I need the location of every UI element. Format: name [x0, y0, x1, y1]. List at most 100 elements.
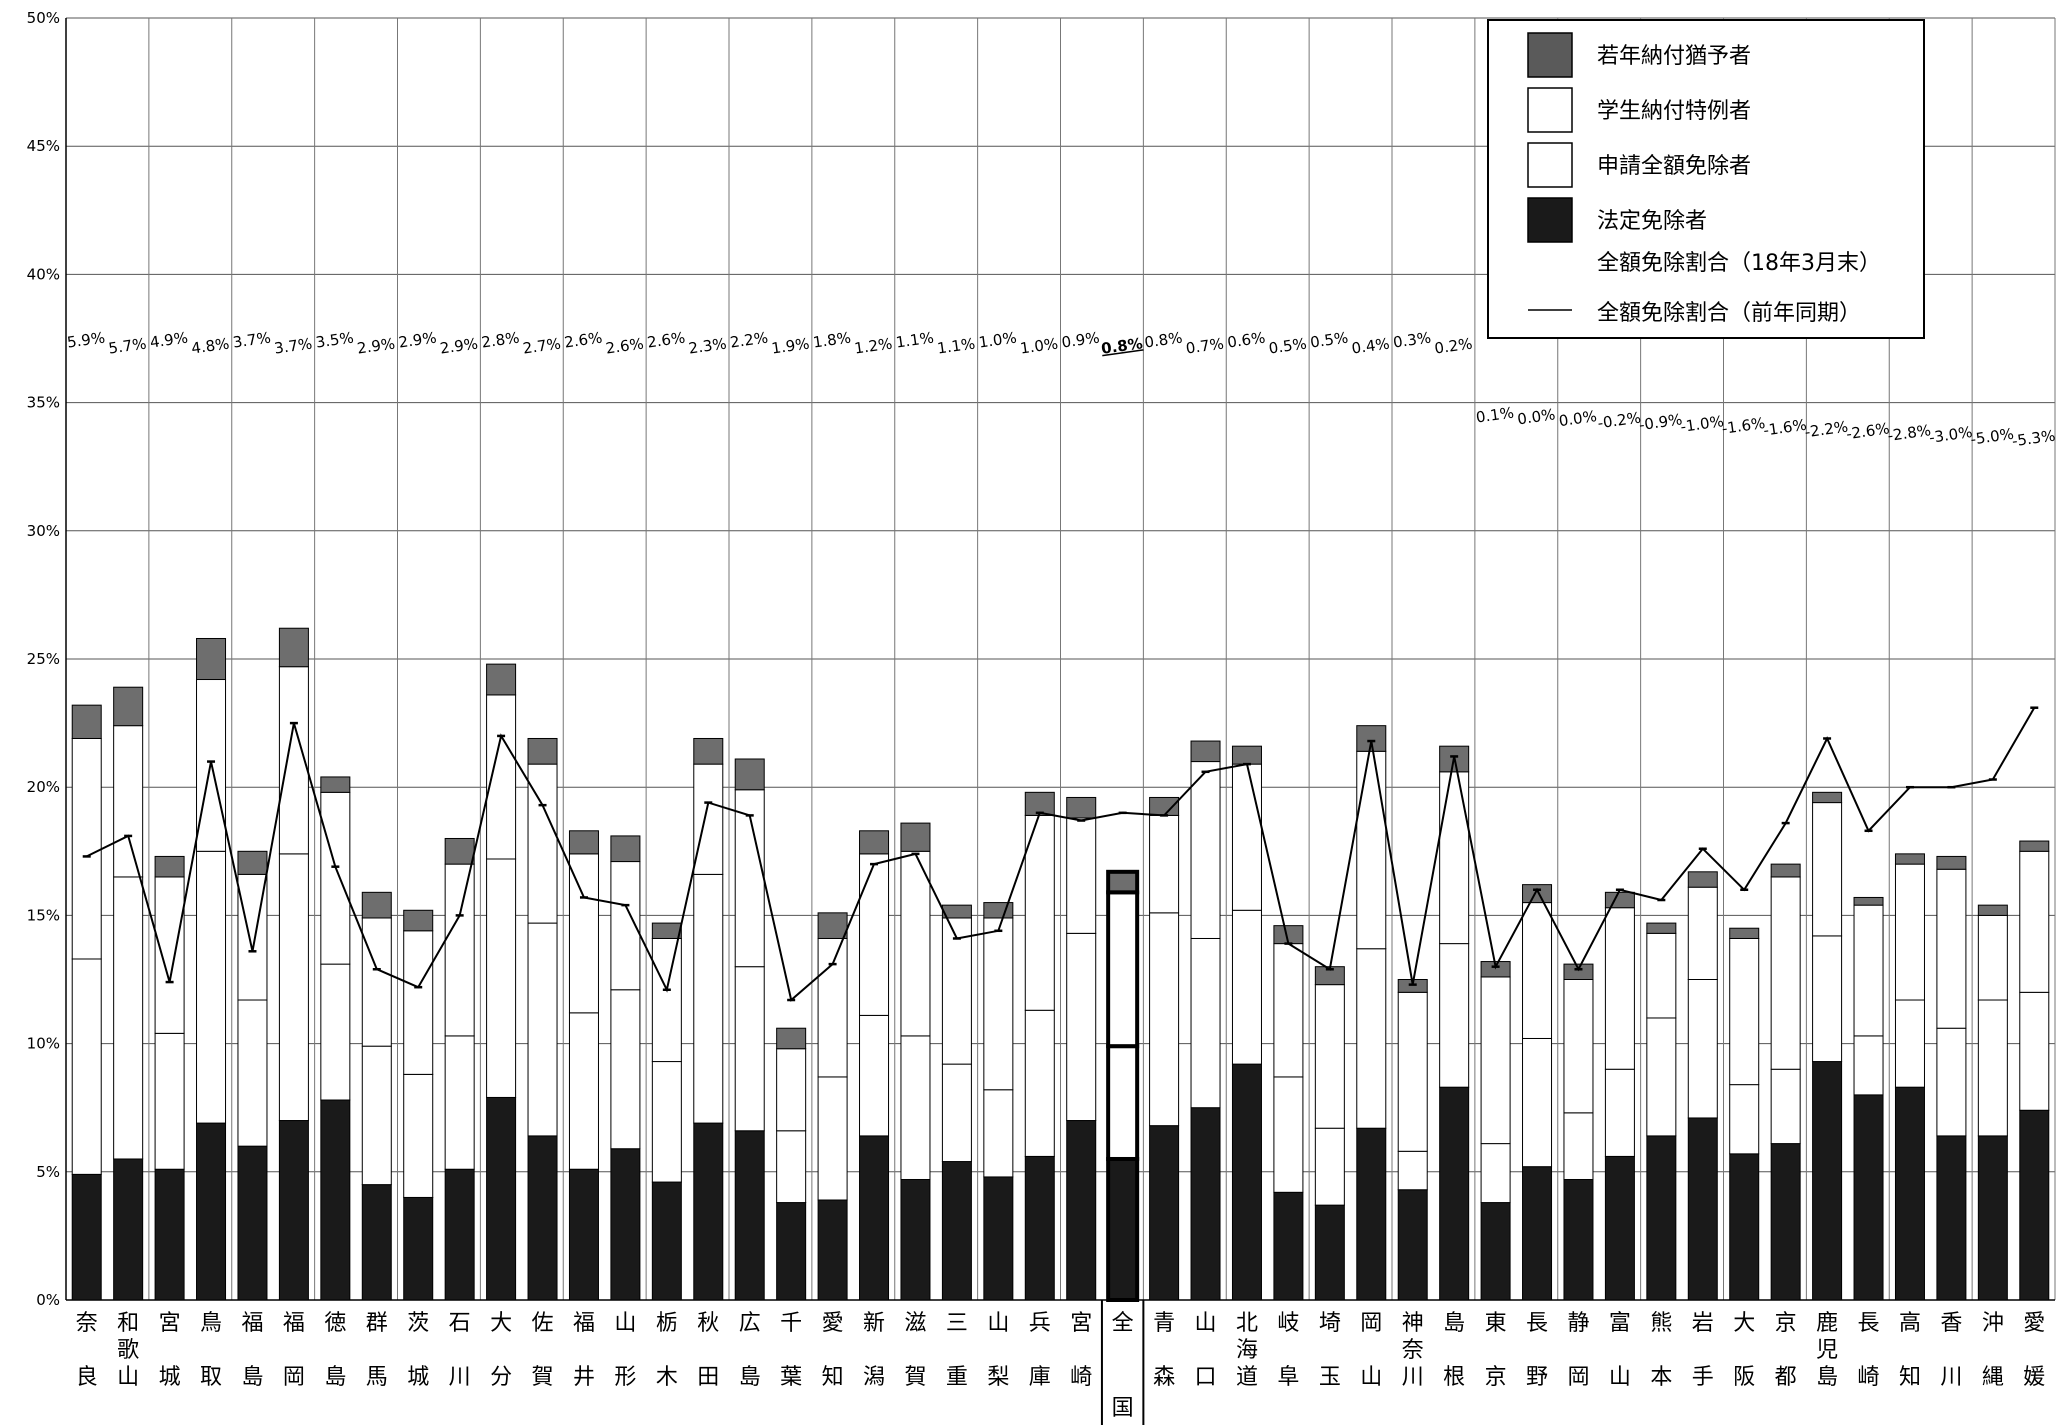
bar-segment: [983, 1089, 1014, 1178]
legend-swatch: [1527, 87, 1573, 133]
bar-segment: [1106, 890, 1140, 1049]
x-tick-label-char: 石: [449, 1311, 471, 1336]
bar-segment: [651, 937, 682, 1063]
bar-segment: [1853, 896, 1884, 906]
bar-segment: [444, 1168, 475, 1301]
x-tick-label: 鳥取: [200, 1311, 222, 1390]
x-tick-label-char: 北: [1236, 1311, 1258, 1336]
bar-segment: [1812, 1061, 1843, 1301]
prefecture-labels: 奈良和歌山宮城鳥取福島福岡徳島群馬茨城石川大分佐賀福井山形栃木秋田広島千葉愛知新…: [76, 1300, 2045, 1425]
x-tick-label: 京都: [1775, 1311, 1797, 1390]
bar-segment: [527, 737, 558, 765]
bar-segment: [1604, 1155, 1635, 1301]
legend-label: 法定免除者: [1597, 209, 1707, 234]
x-tick-label-char: 歌: [117, 1338, 139, 1363]
y-axis-tick-labels: 0% 5% 10% 15% 20% 25% 30% 35% 40% 45% 50%: [27, 9, 60, 1309]
x-tick-label-char: 岩: [1692, 1311, 1714, 1336]
x-tick-label-char: 知: [822, 1365, 844, 1390]
bar-segment: [817, 1199, 848, 1301]
x-tick-label: 広島: [739, 1311, 761, 1390]
x-tick-label-char: 庫: [1029, 1365, 1051, 1390]
legend: 若年納付猶予者学生納付特例者申請全額免除者法定免除者全額免除割合（18年3月末）…: [1487, 19, 1925, 339]
bar-segment: [1190, 740, 1221, 763]
bar-segment: [1894, 1086, 1925, 1301]
x-tick-label-char: 岡: [1567, 1365, 1589, 1390]
bar-segment: [1231, 909, 1262, 1065]
difference-label: 0.0%: [1516, 405, 1556, 428]
bar-segment: [361, 891, 392, 919]
x-tick-label-char: 愛: [822, 1311, 844, 1336]
bar-segment: [1106, 1044, 1140, 1161]
bar-segment: [527, 922, 558, 1137]
bar-segment: [1729, 1153, 1760, 1301]
bar-segment: [1894, 863, 1925, 1001]
bar-segment: [444, 837, 475, 865]
gridlines: [65, 17, 2056, 1301]
x-tick-label-char: 宮: [1070, 1311, 1092, 1336]
x-tick-label-char: 馬: [366, 1365, 388, 1390]
bar-segment: [941, 1063, 972, 1163]
bar-segment: [1397, 1150, 1428, 1191]
bar-segment: [610, 835, 641, 863]
x-tick-label: 神奈川: [1402, 1311, 1424, 1390]
x-tick-label-char: 福: [573, 1311, 595, 1336]
previous-year-line: [82, 706, 2039, 1002]
bar-segment: [196, 1122, 227, 1301]
x-tick-label-char: 長: [1526, 1311, 1548, 1336]
x-tick-label-char: 児: [1816, 1338, 1838, 1363]
bar-segment: [693, 737, 724, 765]
difference-label: -0.2%: [1596, 409, 1642, 433]
bar-segment: [1522, 902, 1553, 1039]
difference-label: 2.6%: [605, 334, 645, 357]
x-tick-label-char: 山: [1609, 1365, 1631, 1390]
difference-label: 4.9%: [149, 328, 189, 351]
difference-label: 1.9%: [770, 334, 810, 357]
difference-label: 0.5%: [1309, 328, 1349, 351]
x-tick-label-char: 山: [1195, 1311, 1217, 1336]
x-tick-label-char: 島: [1443, 1311, 1465, 1336]
x-tick-label-char: 葉: [780, 1365, 802, 1390]
x-tick-label: 石川: [449, 1311, 471, 1390]
bar-segment: [154, 1032, 185, 1170]
bar-segment: [1936, 855, 1967, 870]
bar-segment: [403, 909, 434, 932]
bar-segment: [941, 904, 972, 919]
x-tick-label-char: 森: [1153, 1365, 1175, 1390]
difference-label: 2.9%: [439, 334, 479, 357]
bar-segment: [776, 1048, 807, 1132]
bar-segment: [1273, 1076, 1304, 1193]
difference-label: -5.3%: [2011, 427, 2057, 451]
bar-segment: [568, 830, 599, 855]
x-tick-label-char: 鹿: [1816, 1311, 1838, 1336]
bar-segment: [278, 1120, 309, 1301]
bar-segment: [776, 1202, 807, 1301]
bar-segment: [1273, 1191, 1304, 1301]
x-tick-label-char: 崎: [1858, 1365, 1880, 1390]
bar-segment: [776, 1027, 807, 1050]
x-tick-label: 富山: [1609, 1311, 1631, 1390]
x-tick-label: 長野: [1526, 1311, 1548, 1390]
bar-segment: [154, 876, 185, 1034]
bar-segment: [1936, 1135, 1967, 1301]
bar-segment: [1853, 1035, 1884, 1096]
y-tick-label: 40%: [27, 265, 60, 283]
bar-segment: [154, 1168, 185, 1301]
bar-segment: [1356, 725, 1387, 752]
x-tick-label: 香川: [1940, 1311, 1962, 1390]
x-tick-label-char: 阪: [1733, 1365, 1755, 1390]
legend-swatch: [1527, 142, 1573, 188]
bar-segment: [1480, 976, 1511, 1145]
bar-segment: [1812, 935, 1843, 1063]
bar-segment: [1024, 1009, 1055, 1157]
difference-label: 0.2%: [1433, 334, 1473, 357]
x-tick-label-char: 奈: [76, 1311, 98, 1336]
bar-segment: [1149, 912, 1180, 1127]
x-tick-label-char: 香: [1940, 1311, 1962, 1336]
bar-segment: [1149, 796, 1180, 816]
x-tick-label: 岐阜: [1277, 1311, 1299, 1390]
difference-label: -0.9%: [1638, 410, 1684, 434]
x-tick-label-char: 山: [987, 1311, 1009, 1336]
y-tick-label: 35%: [27, 394, 60, 412]
bar-segment: [1646, 1017, 1677, 1137]
x-tick-label-char: 手: [1692, 1365, 1714, 1390]
